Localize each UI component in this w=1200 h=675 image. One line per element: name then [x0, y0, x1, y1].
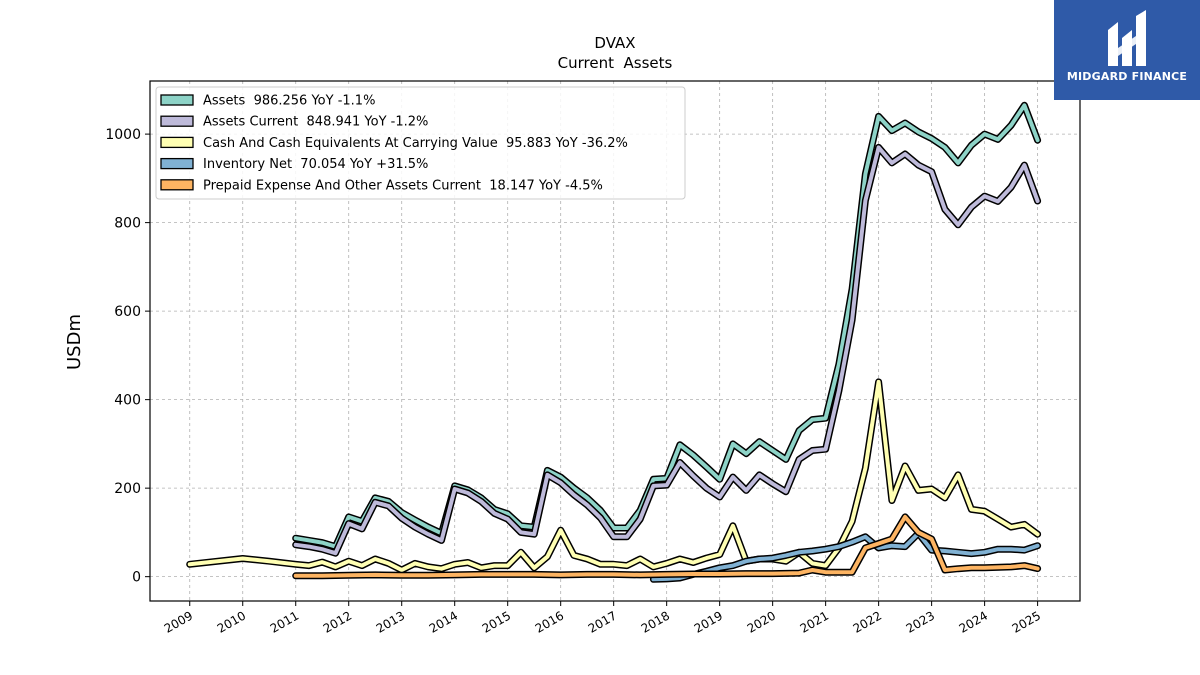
series-3 [649, 529, 1042, 583]
x-tick-label: 2023 [904, 608, 937, 635]
x-tick-label: 2022 [851, 608, 884, 635]
x-tick-label: 2021 [798, 608, 831, 635]
x-tick-label: 2009 [162, 608, 195, 635]
brand-mark-icon [1108, 10, 1146, 66]
legend-swatch [160, 179, 194, 191]
series-line [651, 531, 1040, 582]
x-tick-label: 2025 [1010, 608, 1043, 635]
x-tick-label: 2019 [692, 608, 725, 635]
legend-entry: Assets 986.256 YoY -1.1% [203, 94, 375, 109]
series-4 [292, 513, 1042, 580]
legend-swatch [160, 157, 194, 170]
x-tick-label: 2015 [480, 608, 513, 635]
legend-entry: Inventory Net 70.054 YoY +31.5% [203, 157, 428, 172]
legend-entry: Assets Current 848.941 YoY -1.2% [203, 115, 428, 130]
legend-box [155, 86, 686, 200]
x-tick-label: 2016 [533, 608, 566, 635]
y-tick-label: 200 [114, 481, 141, 497]
plot-frame [149, 80, 1081, 602]
series-1 [292, 143, 1042, 557]
y-tick-label: 1000 [105, 127, 141, 143]
y-tick-label: 600 [114, 304, 141, 320]
x-tick-label: 2010 [215, 608, 248, 635]
series-line [293, 145, 1040, 556]
brand-logo: MIDGARD FINANCE [1054, 0, 1200, 100]
legend-entry: Prepaid Expense And Other Assets Current… [203, 178, 603, 193]
brand-name: MIDGARD FINANCE [1066, 70, 1188, 83]
series-line [187, 379, 1040, 572]
series-line [293, 514, 1040, 578]
y-axis-label: USDm [64, 314, 85, 370]
y-tick-label: 0 [132, 570, 141, 586]
legend-swatch [160, 115, 194, 127]
legend: Assets 986.256 YoY -1.1% Assets Current 8… [155, 86, 686, 200]
x-tick-label: 2017 [586, 608, 619, 635]
x-tick-label: 2012 [321, 608, 354, 635]
series-layer [186, 101, 1042, 583]
x-tick-label: 2011 [268, 608, 301, 635]
x-tick-label: 2020 [745, 608, 778, 635]
x-tick-label: 2013 [374, 608, 407, 635]
x-tick-label: 2014 [427, 608, 460, 635]
legend-swatch [160, 136, 194, 149]
chart-subtitle: Current Assets [558, 54, 673, 72]
y-tick-label: 800 [114, 216, 141, 232]
series-2 [186, 378, 1042, 574]
x-tick-label: 2024 [957, 608, 990, 635]
y-tick-label: 400 [114, 393, 141, 409]
x-tick-label: 2018 [639, 608, 672, 635]
chart-title: DVAX [594, 34, 635, 52]
legend-swatch [160, 94, 194, 106]
legend-entry: Cash And Cash Equivalents At Carrying Va… [203, 136, 628, 151]
